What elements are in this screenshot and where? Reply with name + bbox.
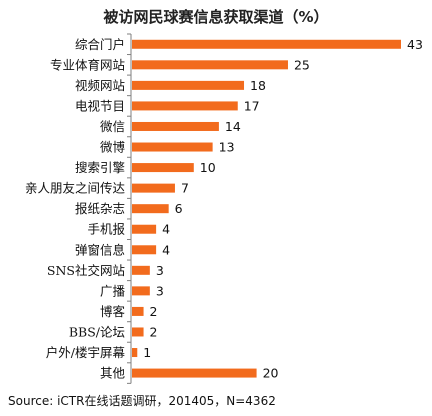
category-label: 微博 <box>100 140 126 155</box>
category-label: SNS社交网站 <box>47 263 125 278</box>
category-label: 微信 <box>100 119 125 134</box>
bar <box>132 80 245 90</box>
category-label: 电视节目 <box>75 98 125 113</box>
category-label: 其他 <box>100 366 126 381</box>
bar <box>132 39 401 49</box>
bar <box>132 245 157 255</box>
value-label: 10 <box>200 160 216 175</box>
bar <box>132 224 157 234</box>
value-label: 20 <box>263 366 279 381</box>
value-label: 13 <box>219 140 235 155</box>
bar <box>132 101 238 111</box>
value-label: 4 <box>162 222 170 237</box>
value-label: 3 <box>156 263 164 278</box>
bar <box>132 348 138 358</box>
category-label: 专业体育网站 <box>50 57 125 72</box>
category-label: 综合门户 <box>75 37 125 52</box>
value-label: 2 <box>150 324 158 339</box>
bar <box>132 183 175 193</box>
bar <box>132 327 144 337</box>
bar <box>132 265 150 275</box>
value-label: 14 <box>225 119 241 134</box>
value-label: 43 <box>407 37 423 52</box>
category-label: 手机报 <box>87 222 125 237</box>
bar <box>132 204 169 214</box>
bar <box>132 286 150 296</box>
category-label: 亲人朋友之间传达 <box>25 181 126 196</box>
category-label: 搜索引擎 <box>75 160 125 175</box>
bar <box>132 163 194 173</box>
bar <box>132 60 288 70</box>
value-label: 25 <box>294 57 310 72</box>
category-label: 视频网站 <box>75 78 125 93</box>
bar <box>132 368 257 378</box>
category-label: 弹窗信息 <box>75 242 125 257</box>
category-label: 户外/楼宇屏幕 <box>46 345 126 360</box>
chart-title: 被访网民球赛信息获取渠道（%） <box>103 8 328 26</box>
value-label: 7 <box>181 181 189 196</box>
value-label: 6 <box>175 201 183 216</box>
value-label: 17 <box>244 98 260 113</box>
bar <box>132 121 219 131</box>
value-label: 2 <box>150 304 158 319</box>
value-label: 18 <box>250 78 266 93</box>
category-label: 报纸杂志 <box>75 201 125 216</box>
bar <box>132 142 213 152</box>
value-label: 3 <box>156 283 164 298</box>
bar <box>132 306 144 316</box>
value-label: 4 <box>162 242 170 257</box>
source-note: Source: iCTR在线话题调研，201405，N=4362 <box>8 394 276 408</box>
category-label: 广播 <box>100 283 126 298</box>
category-label: 博客 <box>100 304 126 319</box>
value-label: 1 <box>143 345 151 360</box>
category-label: BBS/论坛 <box>69 324 125 339</box>
